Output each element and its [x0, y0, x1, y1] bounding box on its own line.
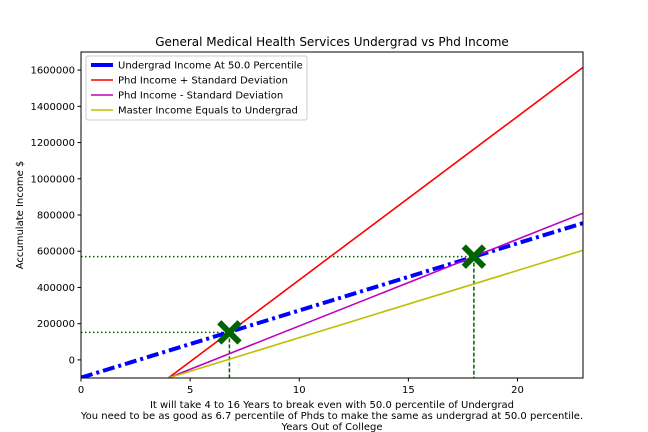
intersection-marker-2: [461, 244, 487, 269]
legend-label-1: Undergrad Income At 50.0 Percentile: [118, 61, 303, 72]
legend-box: [85, 55, 308, 121]
legend-label-3: Phd Income - Standard Deviation: [118, 91, 283, 102]
x-axis-ticks: 0 5 10 15 20: [78, 378, 524, 396]
marker-1-stroke-b: [217, 320, 242, 345]
y-axis-label: Accumulate Income $: [15, 161, 26, 270]
y-tick-label-200000: 200000: [37, 319, 75, 330]
x-tick-label-10: 10: [293, 385, 306, 396]
markers-layer: [217, 244, 487, 345]
x-axis-label-line-2: You need to be as good as 6.7 percentile…: [80, 411, 583, 422]
x-axis-label-line-1: It will take 4 to 16 Years to break even…: [150, 400, 514, 411]
chart-title: General Medical Health Services Undergra…: [155, 35, 509, 49]
x-tick-label-0: 0: [78, 385, 84, 396]
marker-2-stroke-b: [461, 244, 487, 269]
reference-lines-layer: [81, 255, 475, 378]
series-line-4: [168, 249, 583, 378]
y-tick-label-1600000: 1600000: [30, 66, 75, 77]
legend-label-4: Master Income Equals to Undergrad: [118, 106, 298, 117]
y-axis-ticks: 0 200000 400000 600000 800000 1000000 1200000 1…: [30, 66, 81, 366]
intersection-marker-1: [217, 320, 242, 345]
y-tick-label-0: 0: [69, 355, 75, 366]
series-line-1: [81, 221, 583, 378]
x-axis-label: It will take 4 to 16 Years to break even…: [80, 400, 583, 432]
x-tick-label-5: 5: [187, 385, 193, 396]
x-tick-label-15: 15: [402, 385, 415, 396]
legend: Undergrad Income At 50.0 Percentile Phd I…: [85, 55, 308, 121]
y-tick-label-1000000: 1000000: [30, 174, 75, 185]
y-tick-label-1200000: 1200000: [30, 138, 75, 149]
x-tick-label-20: 20: [511, 385, 524, 396]
x-axis-label-line-3: Years Out of College: [281, 422, 383, 432]
y-tick-label-1400000: 1400000: [30, 102, 75, 113]
y-tick-label-600000: 600000: [37, 247, 75, 258]
y-tick-label-800000: 800000: [37, 211, 75, 222]
legend-label-2: Phd Income + Standard Deviation: [118, 76, 288, 87]
y-tick-label-400000: 400000: [37, 283, 75, 294]
series-line-3: [168, 212, 583, 378]
